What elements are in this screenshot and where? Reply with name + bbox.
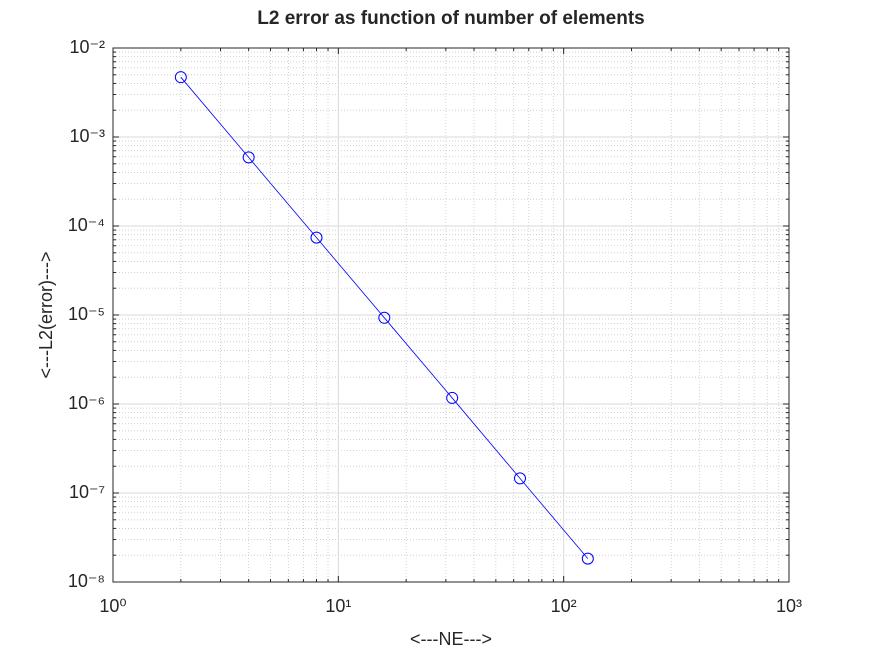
x-tick-label: 10⁰: [99, 596, 126, 616]
y-tick-label: 10⁻³: [69, 126, 105, 146]
chart-title: L2 error as function of number of elemen…: [257, 8, 644, 29]
marker: [310, 231, 323, 244]
y-tick-label: 10⁻⁵: [68, 304, 105, 324]
marker: [513, 472, 526, 485]
marker: [174, 71, 187, 84]
y-tick-label: 10⁻⁷: [69, 482, 105, 502]
y-tick-label: 10⁻⁴: [68, 215, 105, 235]
x-tick-label: 10³: [776, 596, 802, 616]
marker: [242, 151, 255, 164]
y-tick-label: 10⁻²: [69, 37, 105, 57]
y-tick-label: 10⁻⁸: [68, 571, 105, 591]
x-tick-label: 10²: [551, 596, 577, 616]
marker: [581, 552, 594, 565]
series-line: [180, 76, 589, 559]
y-tick-label: 10⁻⁶: [68, 393, 105, 413]
plot-frame: [112, 47, 790, 583]
marker: [446, 391, 459, 404]
x-tick-label: 10¹: [325, 596, 351, 616]
y-axis-label: <---L2(error)--->: [36, 251, 56, 378]
marker: [378, 311, 391, 324]
x-axis-label: <---NE--->: [410, 629, 492, 649]
